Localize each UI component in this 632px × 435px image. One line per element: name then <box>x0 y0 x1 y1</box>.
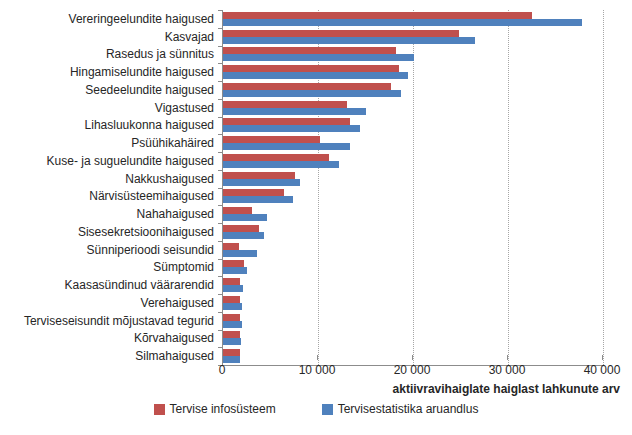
bar-tervise-infos-steem <box>223 83 391 90</box>
bar-tervise-infos-steem <box>223 172 295 179</box>
chart-row <box>223 99 603 117</box>
bar-tervisestatistika-aruandlus <box>223 303 242 310</box>
chart-row <box>223 134 603 152</box>
category-label-n-rvis-steemihaigused: Närvisüsteemihaigused <box>0 188 218 206</box>
category-label-verehaigused: Verehaigused <box>0 294 218 312</box>
bar-tervisestatistika-aruandlus <box>223 267 247 274</box>
bar-tervisestatistika-aruandlus <box>223 321 242 328</box>
chart-row <box>223 241 603 259</box>
bar-tervisestatistika-aruandlus <box>223 179 300 186</box>
bar-tervise-infos-steem <box>223 12 532 19</box>
bar-tervise-infos-steem <box>223 278 240 285</box>
category-label-vereringeelundite-haigused: Vereringeelundite haigused <box>0 10 218 28</box>
bar-tervisestatistika-aruandlus <box>223 19 582 26</box>
bar-tervise-infos-steem <box>223 243 239 250</box>
bar-tervisestatistika-aruandlus <box>223 90 401 97</box>
chart-row <box>223 312 603 330</box>
category-axis: Vereringeelundite haigusedKasvajadRasedu… <box>0 10 218 365</box>
bar-tervisestatistika-aruandlus <box>223 108 366 115</box>
chart-row <box>223 276 603 294</box>
category-label-ps-hikah-ired: Psüühikahäired <box>0 134 218 152</box>
legend-label: Tervisestatistika aruandlus <box>338 402 479 416</box>
category-label-vigastused: Vigastused <box>0 99 218 117</box>
category-label-s-nniperioodi-seisundid: Sünniperioodi seisundid <box>0 241 218 259</box>
legend-swatch-red <box>154 404 165 415</box>
bar-tervisestatistika-aruandlus <box>223 37 475 44</box>
bar-tervise-infos-steem <box>223 136 320 143</box>
chart-row <box>223 46 603 64</box>
bar-tervisestatistika-aruandlus <box>223 285 243 292</box>
category-label-hingamiselundite-haigused: Hingamiselundite haigused <box>0 63 218 81</box>
x-axis-tick-label: 30 000 <box>489 363 526 377</box>
chart-row <box>223 205 603 223</box>
chart-row <box>223 28 603 46</box>
chart-row <box>223 223 603 241</box>
bar-tervise-infos-steem <box>223 207 252 214</box>
category-label-kasvajad: Kasvajad <box>0 28 218 46</box>
chart-row <box>223 81 603 99</box>
bar-tervise-infos-steem <box>223 118 350 125</box>
category-label-seedeelundite-haigused: Seedeelundite haigused <box>0 81 218 99</box>
category-label-kuse-ja-suguelundite-haigused: Kuse- ja suguelundite haigused <box>0 152 218 170</box>
legend-swatch-blue <box>322 404 333 415</box>
bar-chart: Vereringeelundite haigusedKasvajadRasedu… <box>0 0 632 435</box>
bar-tervise-infos-steem <box>223 331 240 338</box>
chart-row <box>223 330 603 348</box>
bar-tervise-infos-steem <box>223 189 284 196</box>
bar-tervisestatistika-aruandlus <box>223 72 408 79</box>
chart-row <box>223 294 603 312</box>
bar-tervise-infos-steem <box>223 47 396 54</box>
chart-row <box>223 63 603 81</box>
legend: Tervise infosüsteem Tervisestatistika ar… <box>0 402 632 416</box>
category-label-k-rvahaigused: Kõrvahaigused <box>0 330 218 348</box>
x-axis-tick-label: 0 <box>219 363 226 377</box>
chart-row <box>223 152 603 170</box>
bar-tervisestatistika-aruandlus <box>223 54 414 61</box>
gridline <box>603 10 604 365</box>
bar-tervisestatistika-aruandlus <box>223 214 267 221</box>
legend-label: Tervise infosüsteem <box>170 402 276 416</box>
x-axis-tick-label: 10 000 <box>299 363 336 377</box>
bar-tervisestatistika-aruandlus <box>223 232 264 239</box>
bar-tervise-infos-steem <box>223 30 459 37</box>
bar-tervise-infos-steem <box>223 154 329 161</box>
bar-tervisestatistika-aruandlus <box>223 196 293 203</box>
chart-row <box>223 259 603 277</box>
x-axis-tick-label: 40 000 <box>584 363 621 377</box>
category-label-terviseseisundit-m-justavad-tegurid: Terviseseisundit mõjustavad tegurid <box>0 312 218 330</box>
x-axis-tick-label: 20 000 <box>394 363 431 377</box>
chart-row <box>223 347 603 365</box>
chart-row <box>223 188 603 206</box>
chart-row <box>223 10 603 28</box>
category-label-sisesekretsioonihaigused: Sisesekretsioonihaigused <box>0 223 218 241</box>
bar-tervise-infos-steem <box>223 314 240 321</box>
chart-row <box>223 117 603 135</box>
bar-tervisestatistika-aruandlus <box>223 250 257 257</box>
category-label-lihasluukonna-haigused: Lihasluukonna haigused <box>0 117 218 135</box>
bar-tervisestatistika-aruandlus <box>223 338 241 345</box>
plot-area <box>222 10 603 366</box>
legend-item-tervise-infosusteem: Tervise infosüsteem <box>154 402 276 416</box>
x-axis-title: aktiivravihaiglate haiglast lahkunute ar… <box>393 382 620 396</box>
chart-row <box>223 170 603 188</box>
category-label-s-mptomid: Sümptomid <box>0 259 218 277</box>
bar-tervise-infos-steem <box>223 296 240 303</box>
bar-tervisestatistika-aruandlus <box>223 125 360 132</box>
legend-item-tervisestatistika-aruandlus: Tervisestatistika aruandlus <box>322 402 479 416</box>
bar-tervise-infos-steem <box>223 260 244 267</box>
category-label-nahahaigused: Nahahaigused <box>0 205 218 223</box>
category-label-nakkushaigused: Nakkushaigused <box>0 170 218 188</box>
bar-tervise-infos-steem <box>223 225 259 232</box>
bar-tervisestatistika-aruandlus <box>223 161 339 168</box>
category-label-kaasas-ndinud-v-rarendid: Kaasasündinud väärarendid <box>0 276 218 294</box>
category-label-silmahaigused: Silmahaigused <box>0 347 218 365</box>
category-label-rasedus-ja-s-nnitus: Rasedus ja sünnitus <box>0 46 218 64</box>
bar-tervise-infos-steem <box>223 65 399 72</box>
bar-tervise-infos-steem <box>223 101 347 108</box>
bar-tervisestatistika-aruandlus <box>223 143 350 150</box>
bar-tervisestatistika-aruandlus <box>223 356 240 363</box>
bar-tervise-infos-steem <box>223 349 240 356</box>
